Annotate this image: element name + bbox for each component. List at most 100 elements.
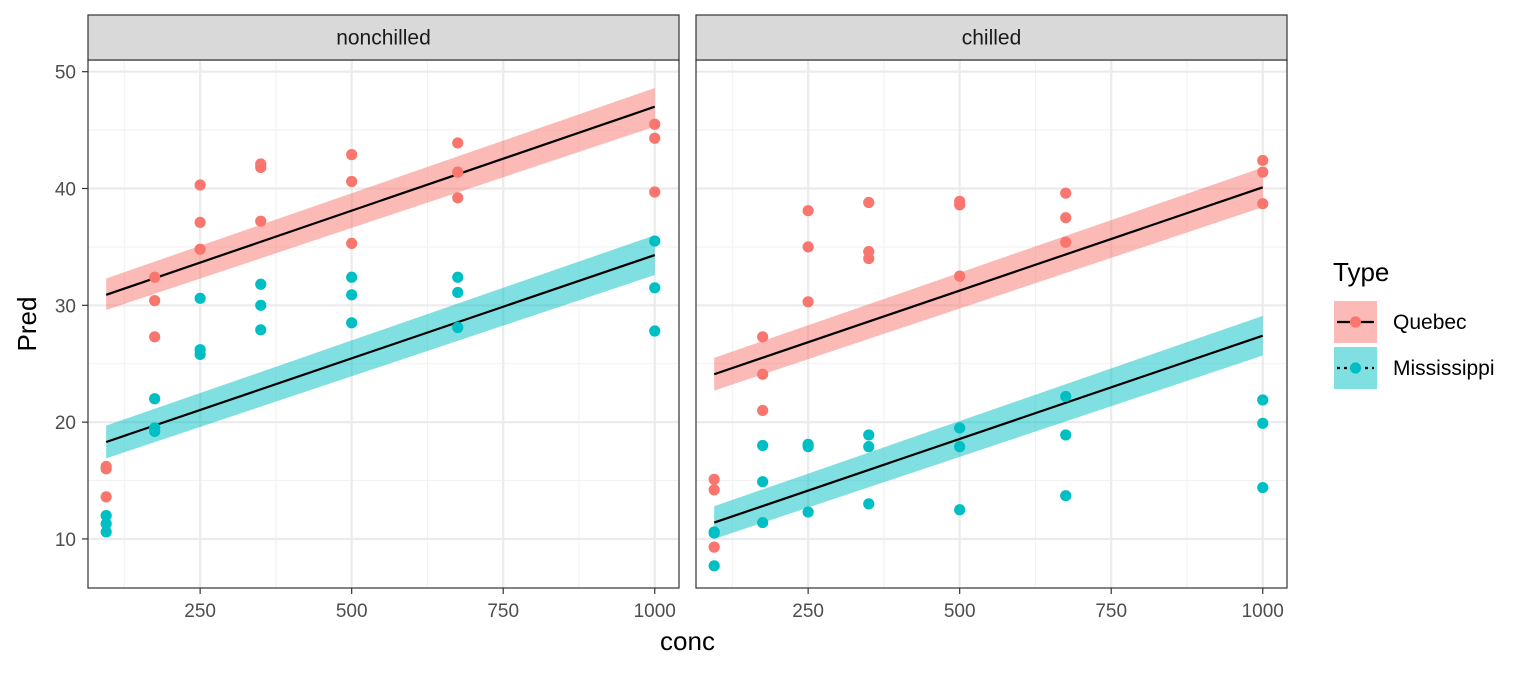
data-point-quebec xyxy=(100,491,112,503)
data-point-quebec xyxy=(255,215,267,227)
data-point-quebec xyxy=(708,473,720,485)
data-point-quebec xyxy=(757,404,769,417)
legend-key-quebec xyxy=(1334,301,1377,343)
data-point-mississippi xyxy=(757,516,769,529)
data-point-quebec xyxy=(1060,187,1072,199)
y-tick-label: 20 xyxy=(55,413,76,434)
confidence-band-quebec xyxy=(714,167,1263,391)
legend-key-point xyxy=(1349,362,1362,374)
data-point-quebec xyxy=(1257,154,1269,167)
data-point-mississippi xyxy=(255,324,267,336)
data-point-quebec xyxy=(649,132,661,144)
data-point-mississippi xyxy=(1257,417,1269,429)
strip-background xyxy=(87,14,680,61)
data-point-quebec xyxy=(346,175,358,188)
data-point-quebec xyxy=(346,149,358,161)
legend-label-mississippi: Mississippi xyxy=(1393,357,1495,380)
data-point-mississippi xyxy=(255,278,267,290)
data-point-quebec xyxy=(149,331,161,343)
data-point-mississippi xyxy=(346,317,358,329)
y-tick-label: 30 xyxy=(55,296,76,317)
x-tick-label: 250 xyxy=(792,601,824,622)
data-point-quebec xyxy=(194,216,206,228)
data-point-quebec xyxy=(649,118,661,130)
data-point-mississippi xyxy=(452,321,464,334)
data-point-mississippi xyxy=(757,476,769,488)
x-tick-label: 500 xyxy=(944,601,976,622)
data-point-mississippi xyxy=(757,439,769,452)
fit-line-quebec xyxy=(713,186,1264,376)
data-point-quebec xyxy=(100,460,112,473)
data-point-mississippi xyxy=(863,441,875,453)
data-point-quebec xyxy=(1257,166,1269,178)
panel-chilled: chilled 250 500 750 1000 xyxy=(695,14,1288,622)
data-point-quebec xyxy=(452,137,464,149)
data-point-quebec xyxy=(757,331,769,343)
legend: Type Quebec Mississippi xyxy=(1333,257,1495,389)
x-axis-title: conc xyxy=(660,626,715,656)
data-point-quebec xyxy=(757,368,769,380)
x-tick-label: 750 xyxy=(1095,601,1127,622)
data-point-quebec xyxy=(708,541,720,553)
data-point-mississippi xyxy=(100,526,112,538)
data-point-quebec xyxy=(802,205,814,217)
confidence-band-mississippi xyxy=(714,315,1263,539)
data-point-quebec xyxy=(708,484,720,496)
data-point-quebec xyxy=(649,186,661,198)
data-point-mississippi xyxy=(452,271,464,283)
data-point-mississippi xyxy=(255,299,267,311)
data-point-quebec xyxy=(194,179,206,191)
data-point-mississippi xyxy=(708,560,720,572)
x-tick-label: 1000 xyxy=(634,601,676,622)
data-point-quebec xyxy=(452,192,464,204)
x-tick-label: 500 xyxy=(336,601,368,622)
data-point-quebec xyxy=(863,252,875,265)
data-point-quebec xyxy=(954,199,966,211)
data-point-mississippi xyxy=(954,504,966,516)
fit-line-quebec xyxy=(105,105,656,296)
data-point-quebec xyxy=(954,270,966,282)
legend-key-point xyxy=(1349,316,1362,328)
data-point-mississippi xyxy=(346,271,358,283)
data-point-mississippi xyxy=(1060,390,1072,403)
data-point-mississippi xyxy=(452,286,464,299)
legend-key-mississippi xyxy=(1334,347,1377,389)
confidence-band-mississippi xyxy=(106,235,655,459)
y-tick-label: 10 xyxy=(55,530,76,551)
data-point-mississippi xyxy=(649,282,661,294)
data-point-mississippi xyxy=(954,422,966,434)
panel-nonchilled: nonchilled 250 500 750 1000 xyxy=(87,14,680,622)
fit-line-mississippi xyxy=(713,334,1264,524)
data-point-mississippi xyxy=(346,289,358,301)
data-point-quebec xyxy=(1060,236,1072,248)
data-point-mississippi xyxy=(1060,429,1072,441)
strip-background xyxy=(695,14,1288,61)
data-point-quebec xyxy=(452,166,464,178)
data-point-quebec xyxy=(863,196,875,209)
y-tick-label: 50 xyxy=(55,63,76,84)
strip-label: chilled xyxy=(962,27,1022,50)
x-tick-label: 750 xyxy=(487,601,519,622)
y-tick-label: 40 xyxy=(55,179,76,200)
data-point-mississippi xyxy=(649,325,661,337)
data-point-mississippi xyxy=(194,348,206,360)
data-point-mississippi xyxy=(149,393,161,405)
data-point-mississippi xyxy=(1257,481,1269,494)
x-tick-label: 250 xyxy=(184,601,216,622)
legend-label-quebec: Quebec xyxy=(1393,311,1467,334)
data-point-mississippi xyxy=(194,292,206,304)
data-point-mississippi xyxy=(1060,490,1072,502)
data-point-quebec xyxy=(194,243,206,255)
fit-line-mississippi xyxy=(105,254,656,444)
legend-title: Type xyxy=(1333,257,1389,287)
data-point-mississippi xyxy=(708,527,720,539)
data-point-quebec xyxy=(149,295,161,307)
data-point-mississippi xyxy=(863,429,875,441)
data-point-quebec xyxy=(255,161,267,174)
data-point-mississippi xyxy=(1257,394,1269,406)
data-point-mississippi xyxy=(100,518,112,530)
data-point-mississippi xyxy=(802,441,814,453)
data-point-mississippi xyxy=(954,441,966,453)
